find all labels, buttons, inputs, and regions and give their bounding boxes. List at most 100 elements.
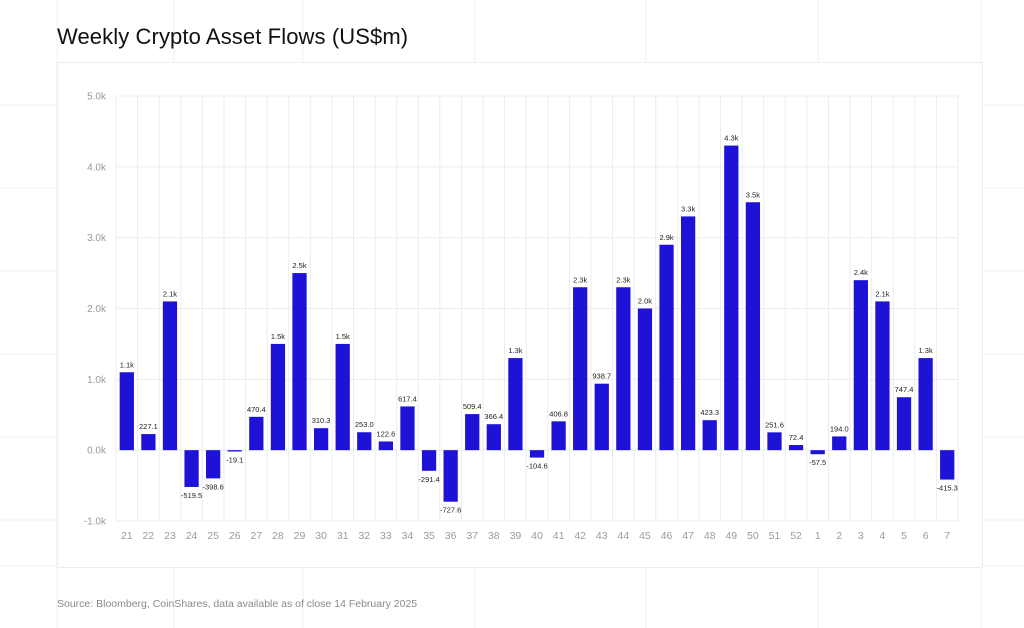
- x-tick-label: 41: [553, 530, 565, 542]
- bar: [357, 432, 372, 451]
- data-label: 2.1k: [875, 289, 889, 298]
- bar: [637, 308, 653, 451]
- data-label: 1.3k: [508, 346, 522, 355]
- y-tick-label: 2.0k: [87, 304, 107, 315]
- data-label: 470.4: [247, 405, 266, 414]
- bar-chart: -1.0k0.0k1.0k2.0k3.0k4.0k5.0k1.1k21227.1…: [84, 92, 959, 542]
- bar: [421, 450, 437, 471]
- data-label: 227.1: [139, 422, 158, 431]
- y-tick-label: 3.0k: [87, 233, 107, 244]
- data-label: 2.3k: [573, 275, 587, 284]
- data-label: 3.3k: [681, 204, 695, 213]
- bar: [832, 436, 847, 451]
- x-tick-label: 6: [923, 530, 929, 542]
- bar: [335, 343, 350, 451]
- bar: [249, 416, 264, 451]
- x-tick-label: 50: [747, 530, 759, 542]
- bar: [313, 428, 329, 451]
- x-tick-label: 28: [272, 530, 284, 542]
- x-tick-label: 46: [661, 530, 673, 542]
- bar: [875, 301, 890, 451]
- x-tick-label: 42: [574, 530, 586, 542]
- x-tick-label: 43: [596, 530, 608, 542]
- y-tick-label: 1.0k: [87, 375, 107, 386]
- data-label: 938.7: [592, 372, 611, 381]
- data-label: 2.1k: [163, 289, 177, 298]
- bar: [940, 450, 955, 480]
- bar: [227, 450, 242, 452]
- x-tick-label: 40: [531, 530, 543, 542]
- x-tick-label: 29: [294, 530, 306, 542]
- data-label: -57.5: [809, 458, 826, 467]
- x-tick-label: 2: [836, 530, 842, 542]
- data-label: 423.3: [700, 408, 719, 417]
- data-label: 509.4: [463, 402, 482, 411]
- x-tick-label: 48: [704, 530, 716, 542]
- y-tick-label: -1.0k: [84, 517, 107, 528]
- bar: [702, 420, 717, 451]
- data-label: -104.6: [526, 462, 547, 471]
- data-label: 1.1k: [120, 360, 134, 369]
- data-label: 617.4: [398, 394, 417, 403]
- bar: [724, 145, 739, 451]
- chart-title: Weekly Crypto Asset Flows (US$m): [57, 24, 409, 49]
- x-tick-label: 4: [880, 530, 886, 542]
- x-tick-label: 5: [901, 530, 907, 542]
- bar: [529, 450, 545, 458]
- x-tick-label: 37: [466, 530, 478, 542]
- data-label: 310.3: [312, 416, 331, 425]
- x-tick-label: 47: [682, 530, 694, 542]
- data-label: 2.0k: [638, 297, 652, 306]
- bar: [767, 432, 782, 451]
- x-tick-label: 44: [618, 530, 630, 542]
- bar: [206, 450, 221, 479]
- bar: [119, 372, 134, 451]
- chart-panel: -1.0k 0.0k 1.0k 2.0k 3.0k 4.0k 5.0k 1.1k 21 227.1…: [57, 62, 983, 568]
- bar: [400, 406, 415, 451]
- data-label: 1.3k: [919, 346, 933, 355]
- data-label: 3.5k: [746, 190, 760, 199]
- x-tick-label: 30: [315, 530, 327, 542]
- data-label: -519.5: [181, 491, 202, 500]
- data-label: -398.6: [203, 482, 224, 491]
- bar: [270, 343, 286, 451]
- x-tick-label: 26: [229, 530, 241, 542]
- bar: [508, 358, 523, 451]
- x-tick-label: 52: [790, 530, 802, 542]
- data-label: 406.8: [549, 409, 568, 418]
- data-label: 2.3k: [616, 275, 630, 284]
- bar: [788, 445, 804, 451]
- data-label: 251.6: [765, 420, 784, 429]
- bar: [292, 273, 307, 451]
- data-label: -727.6: [440, 506, 461, 515]
- data-label: 2.4k: [854, 268, 868, 277]
- bar: [162, 301, 178, 451]
- bar: [443, 450, 458, 502]
- bar: [853, 280, 868, 451]
- bar: [659, 244, 674, 451]
- bar: [184, 450, 199, 487]
- data-label: 2.9k: [659, 233, 673, 242]
- data-label: 747.4: [895, 385, 914, 394]
- source-note: Source: Bloomberg, CoinShares, data avai…: [57, 598, 418, 610]
- x-tick-label: 32: [358, 530, 370, 542]
- x-tick-label: 21: [121, 530, 133, 542]
- x-tick-label: 7: [944, 530, 950, 542]
- data-label: -291.4: [418, 475, 439, 484]
- x-tick-label: 39: [510, 530, 522, 542]
- bar: [594, 383, 609, 451]
- x-tick-label: 45: [639, 530, 651, 542]
- x-tick-label: 33: [380, 530, 392, 542]
- bar: [810, 450, 825, 455]
- x-tick-label: 31: [337, 530, 349, 542]
- x-tick-label: 23: [164, 530, 176, 542]
- x-tick-label: 3: [858, 530, 864, 542]
- bar: [745, 202, 761, 451]
- data-label: 4.3k: [724, 134, 738, 143]
- y-tick-label: 0.0k: [87, 446, 107, 457]
- data-label: -19.1: [226, 456, 243, 465]
- x-tick-label: 51: [769, 530, 781, 542]
- bar: [573, 287, 588, 451]
- data-label: -415.3: [937, 484, 958, 493]
- data-label: 1.5k: [271, 332, 285, 341]
